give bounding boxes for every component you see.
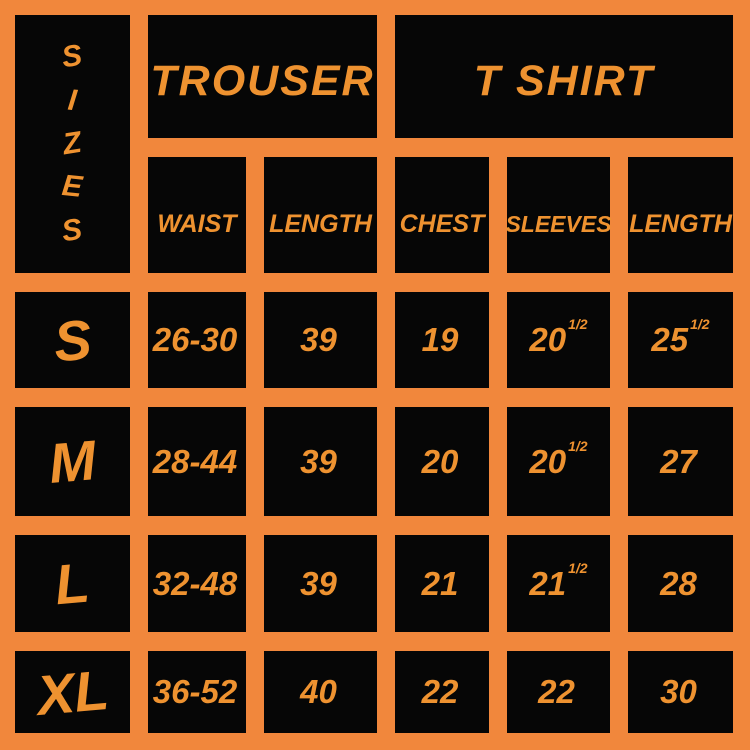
cell-l-chest: 21 [395, 535, 489, 632]
fraction: 1/2 [690, 316, 710, 332]
cell-m-tshirt-length: 27 [628, 407, 733, 516]
cell-l-trouser-length: 39 [264, 535, 377, 632]
cell-m-trouser-length: 39 [264, 407, 377, 516]
trouser-group-label: TROUSER [150, 57, 375, 105]
column-header-chest-label: CHEST [399, 209, 485, 238]
fraction: 1/2 [568, 437, 588, 454]
column-header-tshirt-length: LENGTH [628, 157, 733, 273]
sizes-letter: E [60, 169, 85, 205]
fraction: 1/2 [568, 316, 588, 332]
column-header-chest: CHEST [395, 157, 489, 273]
sizes-letter: Z [60, 125, 85, 162]
cell-s-sleeves: 20 1/2 [507, 292, 610, 388]
cell-xl-sleeves: 22 [507, 651, 610, 733]
sizes-letter: I [66, 83, 79, 118]
row-label-xl-text: XL [34, 657, 111, 727]
cell-xl-trouser-length: 40 [264, 651, 377, 733]
tshirt-group-header: T SHIRT [395, 15, 733, 138]
sizes-letter: S [59, 38, 85, 75]
cell-xl-tshirt-length: 30 [628, 651, 733, 733]
row-label-m: M [15, 407, 130, 516]
column-header-tshirt-length-label: LENGTH [629, 209, 732, 238]
row-label-l: L [15, 535, 130, 632]
cell-m-chest: 20 [395, 407, 489, 516]
cell-s-waist: 26-30 [148, 292, 246, 388]
cell-l-tshirt-length: 28 [628, 535, 733, 632]
row-label-l-text: L [52, 550, 93, 617]
row-label-s: S [15, 292, 130, 388]
cell-s-tshirt-length: 25 1/2 [628, 292, 733, 388]
tshirt-group-label: T SHIRT [473, 57, 655, 105]
column-header-waist-label: WAIST [157, 209, 237, 238]
column-header-trouser-length: LENGTH [264, 157, 377, 273]
cell-s-trouser-length: 39 [264, 292, 377, 388]
cell-l-waist: 32-48 [148, 535, 246, 632]
row-label-s-text: S [51, 306, 94, 374]
column-header-trouser-length-label: LENGTH [269, 209, 372, 238]
cell-l-sleeves: 21 1/2 [507, 535, 610, 632]
row-label-m-text: M [46, 428, 99, 495]
cell-xl-waist: 36-52 [148, 651, 246, 733]
cell-m-sleeves: 20 1/2 [507, 407, 610, 516]
column-header-waist: WAIST [148, 157, 246, 273]
cell-s-chest: 19 [395, 292, 489, 388]
row-label-xl: XL [15, 651, 130, 733]
sizes-header-cell: S I Z E S [15, 15, 130, 273]
cell-m-waist: 28-44 [148, 407, 246, 516]
cell-xl-chest: 22 [395, 651, 489, 733]
column-header-sleeves: SLEEVES [505, 157, 612, 273]
trouser-group-header: TROUSER [148, 15, 377, 138]
column-header-sleeves-label: SLEEVES [505, 210, 612, 237]
fraction: 1/2 [568, 559, 588, 576]
sizes-letter: S [59, 212, 85, 249]
